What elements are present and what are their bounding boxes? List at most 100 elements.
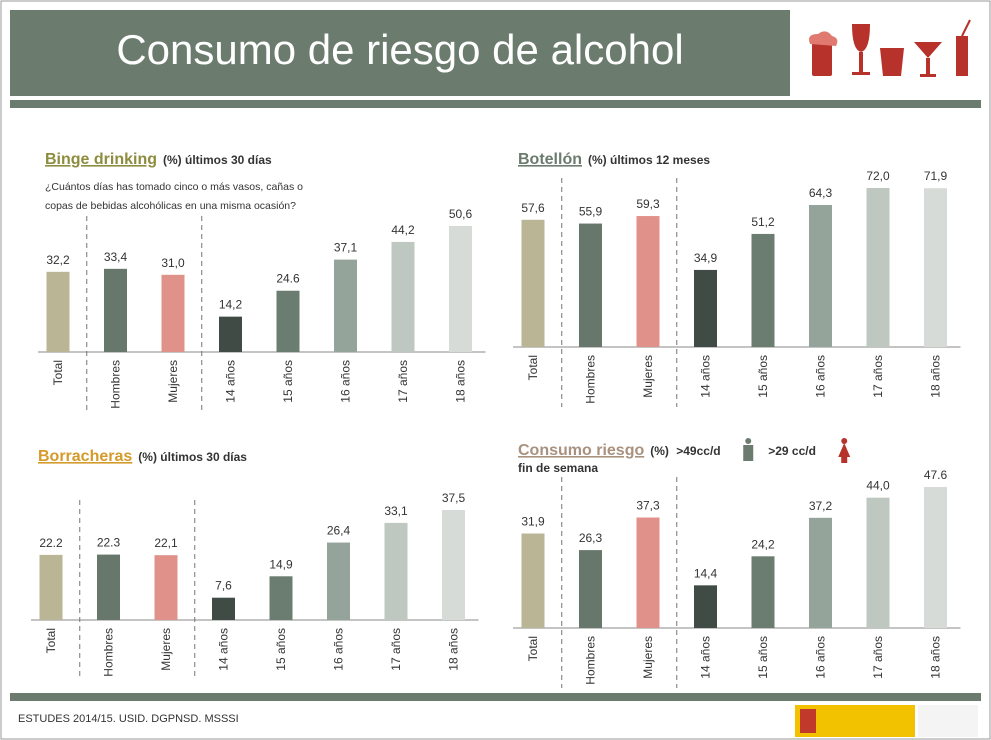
bar: [276, 290, 300, 352]
category-label: Total: [526, 355, 540, 380]
header-strip: [10, 100, 981, 108]
bar: [39, 554, 63, 620]
value-label: 14,9: [269, 557, 293, 571]
category-label: Mujeres: [641, 636, 655, 679]
bar: [694, 585, 717, 628]
bar: [442, 510, 465, 620]
category-label: 18 años: [454, 360, 468, 403]
category-label: Hombres: [584, 636, 598, 685]
chart-annotation: copas de bebidas alcohólicas en una mism…: [45, 200, 296, 212]
bar: [212, 597, 235, 620]
value-label: 44,0: [866, 479, 890, 493]
category-label: Mujeres: [166, 360, 180, 403]
bar: [751, 233, 775, 347]
value-label: 31,9: [521, 515, 545, 529]
bar: [866, 497, 890, 628]
value-label: 22.2: [39, 536, 63, 550]
value-label: 14,4: [694, 566, 718, 580]
female-icon: [838, 438, 851, 463]
slide-title: Consumo de riesgo de alcohol: [116, 26, 683, 73]
female-label: >29 cc/d: [768, 444, 816, 458]
bar: [327, 542, 350, 620]
icon-body: [838, 443, 851, 457]
bar: [334, 259, 357, 352]
value-label: 44,2: [391, 223, 415, 237]
bar: [97, 554, 120, 620]
value-label: 72,0: [866, 169, 890, 183]
value-label: 71,9: [924, 169, 948, 183]
value-label: 55,9: [579, 205, 603, 219]
value-label: 33,1: [384, 504, 408, 518]
bar: [579, 550, 602, 628]
value-label: 22.3: [97, 536, 121, 550]
bar: [161, 274, 185, 352]
chart-title: Binge drinking: [45, 151, 157, 168]
bar: [154, 555, 178, 620]
chart-subtitle: (%) últimos 30 días: [163, 153, 272, 167]
category-label: 16 años: [339, 360, 353, 403]
value-label: 24,2: [751, 537, 775, 551]
value-label: 32,2: [46, 253, 70, 267]
bar: [809, 517, 832, 628]
category-label: Hombres: [584, 355, 598, 404]
chart-subtitle: (%): [650, 444, 669, 458]
value-label: 34,9: [694, 251, 718, 265]
value-label: 22,1: [154, 536, 178, 550]
icon-head: [841, 438, 848, 444]
drink-icons: [809, 19, 971, 77]
category-label: Hombres: [109, 360, 123, 409]
value-label: 31,0: [161, 256, 185, 270]
bar: [219, 316, 242, 352]
value-label: 59,3: [636, 197, 660, 211]
category-label: 15 años: [274, 628, 288, 671]
category-label: 17 años: [871, 355, 885, 398]
chart-subtitle: (%) últimos 12 meses: [588, 153, 710, 167]
footer-source: ESTUDES 2014/15. USID. DGPNSD. MSSSI: [18, 713, 239, 725]
value-label: 7,6: [215, 579, 232, 593]
bar: [751, 556, 775, 628]
value-label: 24.6: [276, 272, 300, 286]
bar: [924, 188, 947, 347]
icon-body: [743, 445, 754, 461]
bar: [694, 269, 717, 347]
category-label: 16 años: [814, 636, 828, 679]
category-label: 16 años: [332, 628, 346, 671]
chart-subtitle-2: fin de semana: [518, 461, 598, 475]
category-label: Mujeres: [159, 628, 173, 671]
value-label: 37,1: [334, 241, 358, 255]
value-label: 33,4: [104, 250, 128, 264]
male-icon: [743, 438, 754, 461]
header-bar: [10, 10, 790, 96]
bar: [449, 226, 472, 352]
category-label: 17 años: [871, 636, 885, 679]
bar: [579, 223, 602, 347]
value-label: 26,4: [327, 524, 351, 538]
value-label: 57,6: [521, 201, 545, 215]
bar: [809, 205, 832, 347]
category-label: 14 años: [699, 636, 713, 679]
chart-title: Consumo riesgo: [518, 442, 644, 459]
category-label: 14 años: [699, 355, 713, 398]
ministry-logo: [795, 705, 978, 737]
chart-subtitle: (%) últimos 30 días: [138, 450, 247, 464]
category-label: 18 años: [929, 636, 943, 679]
bar: [866, 188, 890, 347]
category-label: 15 años: [281, 360, 295, 403]
category-label: Total: [44, 628, 58, 653]
bar: [924, 487, 947, 628]
bar: [384, 522, 408, 620]
bar: [636, 517, 660, 628]
value-label: 26,3: [579, 531, 603, 545]
chart-title: Botellón: [518, 151, 582, 168]
category-label: 15 años: [756, 355, 770, 398]
chart-title: Borracheras: [38, 448, 132, 465]
category-label: Hombres: [102, 628, 116, 677]
footer-strip: [10, 693, 981, 701]
bar: [391, 241, 415, 352]
value-label: 50,6: [449, 207, 473, 221]
male-label: >49cc/d: [676, 444, 720, 458]
value-label: 47.6: [924, 468, 948, 482]
category-label: 18 años: [447, 628, 461, 671]
value-label: 37,3: [636, 499, 660, 513]
